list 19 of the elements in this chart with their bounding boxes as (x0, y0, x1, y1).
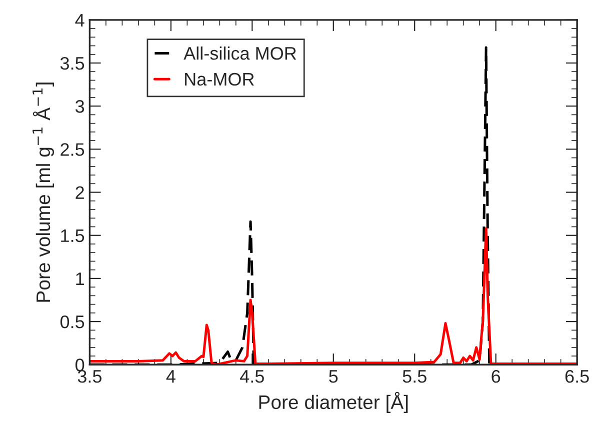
x-axis-title: Pore diameter [Å] (259, 392, 408, 413)
x-tick-label: 5 (329, 370, 338, 383)
y-tick-label: 1 (76, 272, 84, 286)
legend-label: All-silica MOR (184, 46, 296, 60)
y-tick-label: 2.5 (60, 143, 84, 156)
y-tick-label: 0 (76, 358, 84, 372)
x-tick-label: 6 (492, 370, 500, 383)
y-tick-label: 4 (75, 14, 84, 26)
x-tick-label: 4 (166, 370, 176, 383)
x-tick-label: 6.5 (565, 370, 589, 383)
legend-label: Na-MOR (185, 72, 254, 86)
y-tick-label: 3 (75, 100, 84, 113)
y-tick-label: 0.5 (60, 315, 84, 328)
y-tick-label: 2 (76, 186, 84, 199)
x-tick-label: 4.5 (240, 370, 264, 383)
y-tick-label: 1.5 (61, 229, 84, 242)
y-axis-title: Pore volume [ml g$^{−1}$ Å$^{−1}$] (32, 82, 54, 302)
y-tick-label: 3.5 (60, 56, 84, 70)
x-tick-label: 5.5 (402, 370, 426, 383)
